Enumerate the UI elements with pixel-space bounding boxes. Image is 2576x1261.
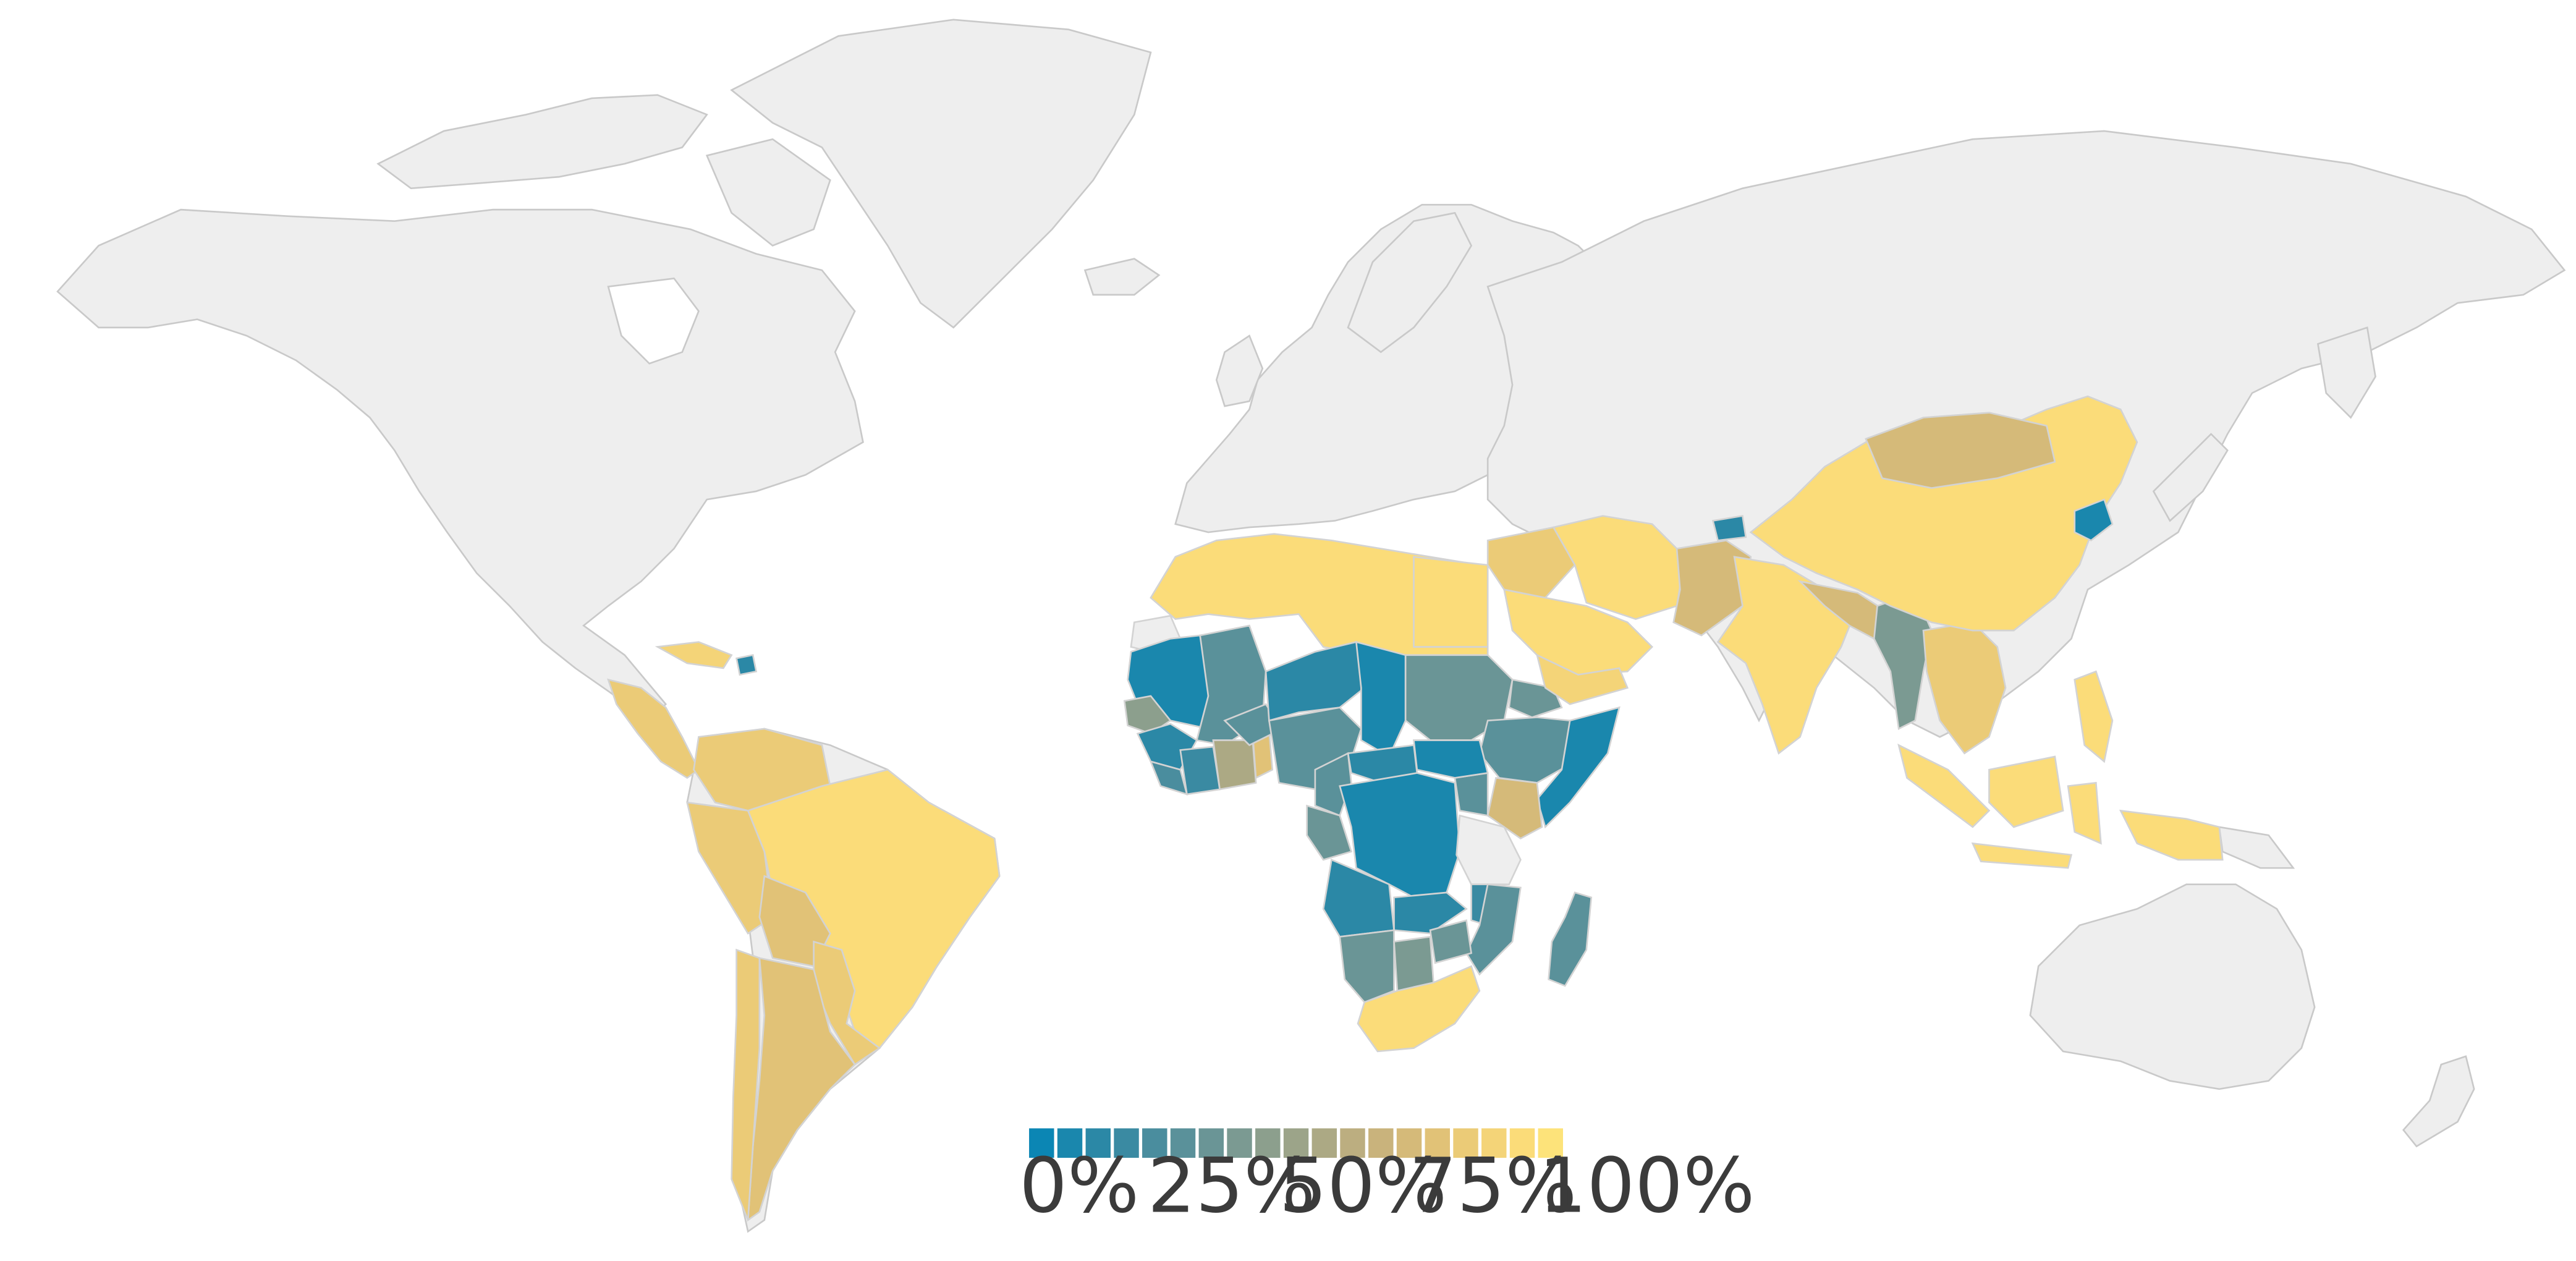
region-chad xyxy=(1355,640,1407,758)
legend-step xyxy=(1170,1128,1196,1158)
choropleth-regions xyxy=(607,395,2224,1222)
legend-step xyxy=(1057,1128,1083,1158)
legend-color-steps xyxy=(1029,1128,1563,1158)
region-saudi-gulf xyxy=(1503,588,1654,676)
region-cote-divoire xyxy=(1179,745,1221,796)
region-papua-new-guinea xyxy=(2119,809,2224,861)
landmass-iceland xyxy=(1083,258,1161,296)
region-mongolia xyxy=(1865,412,2056,489)
legend-label-50: 50% xyxy=(1279,1142,1447,1230)
region-tanzania xyxy=(1455,814,1522,885)
landmass-new-guinea-east xyxy=(2218,826,2295,869)
legend-step xyxy=(1509,1128,1535,1158)
legend-label-75: 75% xyxy=(1409,1142,1577,1230)
landmass-new-zealand xyxy=(2402,1055,2475,1148)
region-haiti xyxy=(735,654,758,676)
region-south-africa xyxy=(1357,965,1481,1053)
region-egypt xyxy=(1413,556,1489,648)
landmass-north-america xyxy=(56,208,864,722)
region-zambia xyxy=(1393,891,1468,935)
region-argentina xyxy=(747,957,856,1222)
legend-label-100: 100% xyxy=(1539,1142,1755,1230)
landmass-scandinavia xyxy=(1347,211,1473,354)
region-niger xyxy=(1265,640,1366,722)
region-south-sudan xyxy=(1412,739,1489,779)
landmass-uk xyxy=(1215,334,1264,407)
landmass-arctic-islands xyxy=(376,94,708,190)
region-ghana-togo xyxy=(1212,739,1257,791)
region-tajikistan xyxy=(1711,515,1747,541)
region-madagascar xyxy=(1548,891,1593,987)
legend: 0% 25% 50% 75% 100% xyxy=(1019,1128,1755,1229)
landmass-hudson-bay xyxy=(607,277,700,365)
region-north-korea xyxy=(2074,498,2114,541)
legend-step xyxy=(1029,1128,1054,1158)
legend-step xyxy=(1396,1128,1422,1158)
region-zimbabwe xyxy=(1429,919,1473,964)
region-mozambique xyxy=(1465,883,1522,976)
legend-step xyxy=(1368,1128,1394,1158)
region-gabon-congo xyxy=(1306,804,1353,861)
legend-label-25: 25% xyxy=(1148,1142,1316,1230)
region-indonesia xyxy=(1897,743,2102,869)
region-botswana xyxy=(1393,935,1434,992)
landmass-japan xyxy=(2152,433,2229,522)
legend-step xyxy=(1425,1128,1450,1158)
legend-step xyxy=(1255,1128,1281,1158)
region-kenya xyxy=(1486,776,1543,840)
legend-step xyxy=(1114,1128,1139,1158)
region-philippines xyxy=(2074,670,2114,763)
region-mexico-central-america xyxy=(607,678,700,779)
region-chile xyxy=(731,948,761,1221)
legend-labels: 0% 25% 50% 75% 100% xyxy=(1019,1142,1755,1230)
landmass-kamchatka xyxy=(2316,326,2376,419)
legend-label-0: 0% xyxy=(1019,1142,1139,1230)
legend-step xyxy=(1453,1128,1478,1158)
landmass-australia xyxy=(2029,883,2316,1090)
legend-step xyxy=(1481,1128,1507,1158)
landmass-baffin xyxy=(705,138,831,247)
region-pakistan xyxy=(1672,539,1752,637)
region-cuba xyxy=(655,641,733,669)
legend-step xyxy=(1085,1128,1111,1158)
legend-step xyxy=(1198,1128,1224,1158)
landmass-greenland xyxy=(730,19,1152,329)
legend-step xyxy=(1283,1128,1309,1158)
region-yemen xyxy=(1535,653,1629,705)
legend-step xyxy=(1538,1128,1563,1158)
legend-step xyxy=(1340,1128,1365,1158)
legend-step xyxy=(1142,1128,1167,1158)
region-somalia xyxy=(1536,706,1621,829)
legend-step xyxy=(1311,1128,1337,1158)
region-uganda xyxy=(1454,771,1489,817)
legend-step xyxy=(1227,1128,1252,1158)
region-namibia xyxy=(1339,929,1395,1003)
